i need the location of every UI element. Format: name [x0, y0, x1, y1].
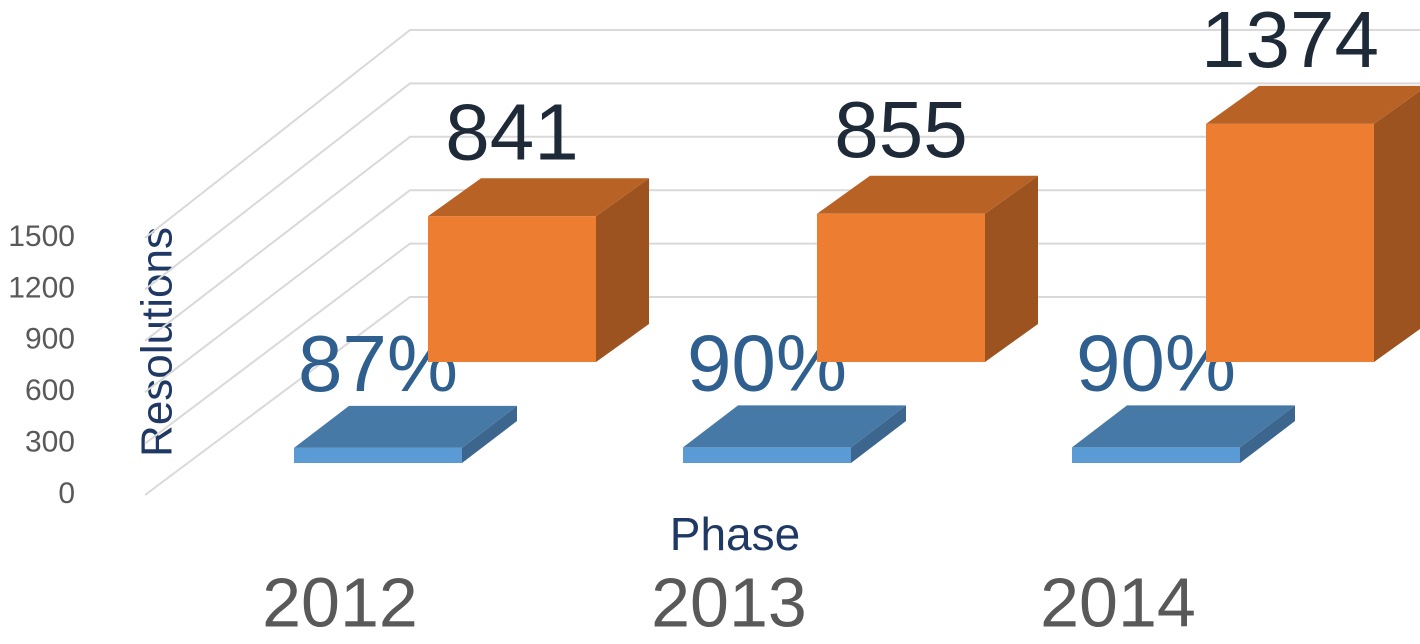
x-tick-label: 2014 [1040, 563, 1196, 641]
data-label: 841 [445, 87, 578, 176]
y-tick-label: 900 [25, 323, 75, 356]
grid-line [144, 29, 1420, 239]
bar-top [294, 405, 517, 448]
bar-side [596, 178, 649, 362]
bar [1206, 123, 1374, 362]
bar [817, 213, 985, 362]
grid-line [144, 82, 1420, 291]
y-tick-label: 1200 [8, 271, 75, 304]
bar [428, 216, 596, 362]
y-tick-label: 600 [25, 374, 75, 407]
grid-line [144, 296, 1420, 496]
y-tick-label: 300 [25, 426, 75, 459]
grid-line [144, 242, 1420, 445]
grid-line [144, 189, 1420, 393]
y-tick-label: 0 [58, 477, 75, 510]
bar-top [1072, 405, 1295, 448]
bar-side [985, 175, 1038, 362]
y-axis-label: Resolutions [133, 227, 182, 457]
y-tick-label: 1500 [8, 220, 75, 253]
bar-top [683, 405, 906, 448]
bar-top [1206, 85, 1420, 124]
x-axis-label: Phase [670, 508, 800, 560]
bar [1072, 447, 1240, 463]
bar-side [1240, 405, 1295, 463]
bar [683, 447, 851, 463]
data-label: 855 [834, 85, 967, 174]
bar-side [1374, 90, 1420, 362]
data-label: 1374 [1201, 0, 1379, 84]
x-tick-label: 2013 [651, 563, 807, 641]
bar [294, 447, 462, 463]
x-tick-label: 2012 [262, 563, 418, 641]
bar-top [817, 175, 1038, 214]
bar-top [428, 178, 649, 217]
bar-side [851, 405, 906, 463]
bar-side [462, 405, 517, 463]
grid-line [144, 135, 1420, 342]
